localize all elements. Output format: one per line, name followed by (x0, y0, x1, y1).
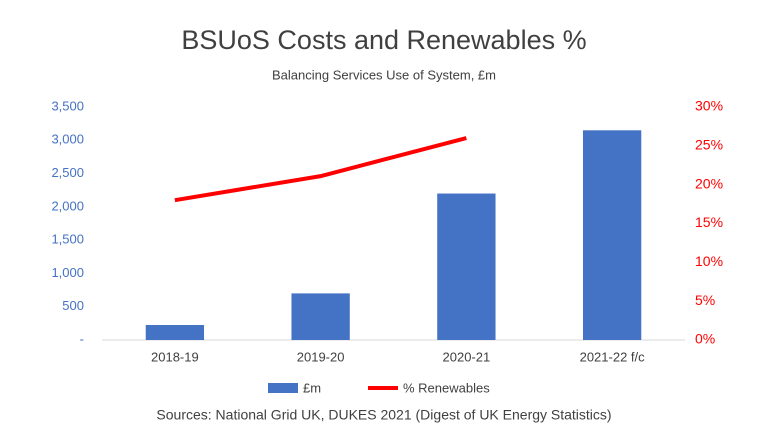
y2-tick-label: 30% (695, 98, 723, 114)
y2-tick-label: 0% (695, 331, 715, 347)
x-tick-label: 2018-19 (151, 349, 199, 364)
y2-tick-label: 5% (695, 292, 715, 308)
y2-tick-label: 15% (695, 214, 723, 230)
line (174, 136, 467, 203)
x-tick-label: 2020-21 (443, 349, 491, 364)
bar (145, 325, 205, 340)
bar (437, 193, 496, 340)
y-tick-label: 2,000 (51, 198, 84, 213)
source-note: Sources: National Grid UK, DUKES 2021 (D… (156, 407, 611, 423)
legend-swatch (268, 383, 298, 393)
x-tick-label: 2019-20 (297, 349, 345, 364)
y-tick-label: 1,000 (51, 265, 84, 280)
y2-tick-label: 25% (695, 137, 723, 153)
bar (291, 293, 350, 340)
y-tick-label: 1,500 (51, 232, 84, 247)
bar (582, 130, 642, 340)
x-tick-label: 2021-22 f/c (580, 349, 646, 364)
legend-label: % Renewables (403, 380, 490, 395)
y2-tick-label: 20% (695, 175, 723, 191)
legend-label: £m (303, 380, 321, 395)
y-tick-label: 500 (62, 298, 84, 313)
y-tick-label: - (80, 331, 84, 346)
y2-tick-label: 10% (695, 253, 723, 269)
chart-title: BSUoS Costs and Renewables % (181, 25, 586, 55)
y-tick-label: 3,500 (51, 98, 84, 113)
y-tick-label: 2,500 (51, 165, 84, 180)
y-tick-label: 3,000 (51, 132, 84, 147)
chart-subtitle: Balancing Services Use of System, £m (272, 67, 496, 82)
